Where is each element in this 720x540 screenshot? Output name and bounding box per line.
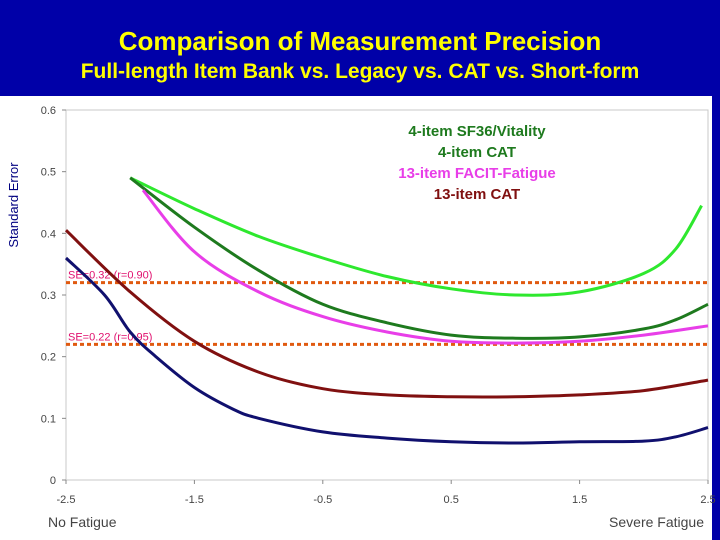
legend: 4-item SF36/Vitality 4-item CAT 13-item FA… [398,123,556,203]
y-tick-label: 0.6 [41,105,56,117]
plot-area [65,109,709,481]
series-line-4-item-cat [129,176,709,340]
x-right-end-label: Severe Fatigue [609,514,704,530]
y-tick-label: 0.1 [41,413,56,425]
x-tick-label: -2.5 [57,494,76,506]
frame-strip [712,96,720,540]
series-line-13-item-facit-fatigue [141,189,709,345]
axes: 0 0.1 0.2 0.3 0.4 0.5 0.6 -2.5 -1.5 -0.5 0.5 1.5 2.5 [41,105,716,506]
legend-entry: 13-item CAT [434,186,520,203]
series-line-full-length-item-bank [64,256,709,445]
x-tick-label: -0.5 [313,494,332,506]
series-line-4-item-sf36-vitality [129,176,703,297]
legend-entry: 4-item CAT [438,144,516,161]
page-title: Comparison of Measurement Precision [118,26,602,56]
legend-entry: 4-item SF36/Vitality [408,123,546,140]
y-tick-label: 0.5 [41,167,56,179]
x-tick-label: -1.5 [185,494,204,506]
y-tick-label: 0 [50,475,56,487]
x-left-end-label: No Fatigue [48,514,117,530]
legend-entry: 13-item FACIT-Fatigue [398,165,556,182]
y-axis-label: Standard Error [6,162,21,248]
x-tick-label: 1.5 [572,494,587,506]
page-subtitle: Full-length Item Bank vs. Legacy vs. CAT… [80,60,640,83]
x-tick-label: 0.5 [444,494,459,506]
y-tick-label: 0.2 [41,352,56,364]
y-tick-label: 0.3 [41,290,56,302]
series-line-13-item-cat [64,229,709,399]
y-tick-label: 0.4 [41,228,56,240]
x-tick-label: 2.5 [700,494,715,506]
series-group [64,176,709,445]
